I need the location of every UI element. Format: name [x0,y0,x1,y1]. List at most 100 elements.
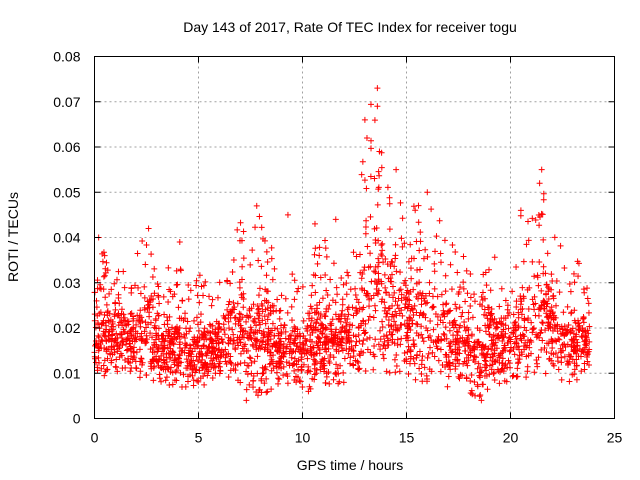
data-point [367,250,374,257]
data-point [497,320,504,327]
data-point [291,367,298,374]
data-point [315,334,322,341]
data-point [291,376,298,383]
data-point [363,185,370,192]
data-point [196,272,203,279]
data-point [489,343,496,350]
data-point [432,248,439,255]
data-point [343,291,350,298]
data-point [152,315,159,322]
data-point [405,343,412,350]
data-point [496,380,503,387]
data-point [434,337,441,344]
data-point [488,366,495,373]
data-point [410,255,417,262]
data-point [366,334,373,341]
data-point [305,363,312,370]
data-point [151,290,158,297]
data-point [523,374,530,381]
y-axis-label: ROTI / TECUs [5,192,21,282]
data-point [515,314,522,321]
data-point [306,310,313,317]
data-point [155,312,162,319]
data-point [144,298,151,305]
data-point [441,237,448,244]
data-point [584,352,591,359]
data-point [258,389,265,396]
data-point [547,308,554,315]
data-point [543,348,550,355]
data-point [442,272,449,279]
data-point [392,252,399,259]
data-point [327,351,334,358]
data-point [175,359,182,366]
data-point [269,360,276,367]
data-point [375,270,382,277]
data-point [352,333,359,340]
data-point [416,279,423,286]
data-point [580,286,587,293]
data-point [138,361,145,368]
data-point [530,326,537,333]
data-point [377,346,384,353]
data-point [446,362,453,369]
data-point [125,321,132,328]
data-point [564,303,571,310]
data-point [225,340,232,347]
data-point [471,291,478,298]
data-point [379,296,386,303]
data-point [225,318,232,325]
data-point [525,237,532,244]
data-point [215,363,222,370]
data-point [546,323,553,330]
data-point [348,343,355,350]
data-point [319,364,326,371]
data-point [584,295,591,302]
data-point [531,293,538,300]
data-point [440,307,447,314]
data-point [123,337,130,344]
data-point [379,252,386,259]
y-tick-label: 0.06 [53,139,80,155]
data-point [445,373,452,380]
data-point [357,322,364,329]
data-point [256,312,263,319]
data-point [422,246,429,253]
data-point [234,300,241,307]
data-point [424,378,431,385]
data-point [386,291,393,298]
data-point [517,207,524,214]
data-point [339,324,346,331]
data-point [98,286,105,293]
data-point [168,333,175,340]
data-point [355,332,362,339]
data-point [245,314,252,321]
data-point [439,319,446,326]
data-point [464,290,471,297]
data-point [138,330,145,337]
data-point [335,380,342,387]
data-point [227,359,234,366]
data-point [489,334,496,341]
data-point [240,296,247,303]
data-point [410,337,417,344]
data-point [419,353,426,360]
data-point [470,357,477,364]
data-point [223,361,230,368]
data-point [259,370,266,377]
data-point [387,262,394,269]
data-point [254,302,261,309]
data-point [321,313,328,320]
data-point [162,377,169,384]
data-point [108,357,115,364]
data-point [521,317,528,324]
data-point [551,323,558,330]
data-point [164,364,171,371]
data-point [130,344,137,351]
data-point [458,313,465,320]
data-point [580,319,587,326]
x-tick-label: 15 [399,430,415,446]
data-point [418,301,425,308]
data-point [183,330,190,337]
data-point [459,338,466,345]
